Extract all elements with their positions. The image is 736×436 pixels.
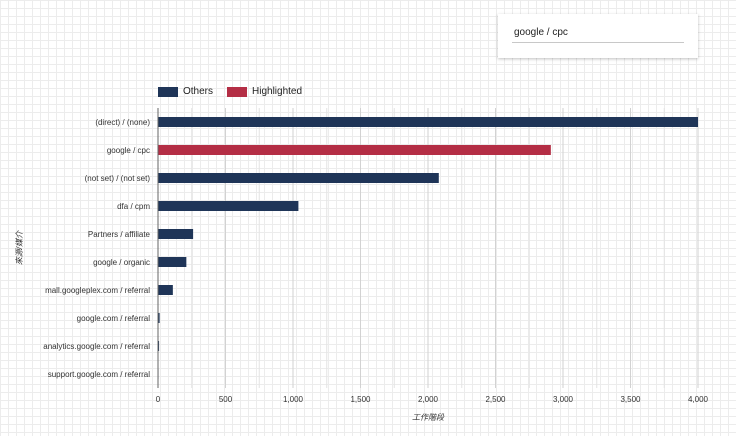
filter-value[interactable]: google / cpc	[514, 27, 568, 38]
bar-others	[158, 117, 698, 127]
category-label: Partners / affiliate	[88, 230, 151, 239]
y-axis-title: 來源/媒介	[15, 230, 24, 265]
category-label: analytics.google.com / referral	[43, 342, 150, 351]
category-label: (direct) / (none)	[95, 118, 150, 127]
x-tick-label: 3,500	[620, 395, 641, 404]
category-label: dfa / cpm	[117, 202, 150, 211]
x-tick-label: 500	[219, 395, 233, 404]
bar-others	[158, 341, 160, 351]
bar-others	[158, 257, 187, 267]
bar-others	[158, 229, 194, 239]
x-tick-label: 1,000	[283, 395, 304, 404]
legend-label-highlighted: Highlighted	[252, 86, 303, 97]
legend-item-others[interactable]: Others	[158, 86, 213, 97]
chart-legend: Others Highlighted	[158, 86, 316, 97]
bar-others	[158, 285, 173, 295]
x-tick-label: 0	[156, 395, 161, 404]
x-tick-label: 2,000	[418, 395, 439, 404]
bar-highlighted	[158, 145, 551, 155]
bar-others	[158, 173, 439, 183]
category-label: google / cpc	[107, 146, 150, 155]
x-tick-label: 4,000	[688, 395, 709, 404]
filter-control[interactable]: google / cpc	[498, 14, 698, 58]
category-label: support.google.com / referral	[48, 370, 150, 379]
category-label: mall.googleplex.com / referral	[45, 286, 150, 295]
category-label: (not set) / (not set)	[85, 174, 151, 183]
category-label: google.com / referral	[77, 314, 151, 323]
bar-others	[158, 313, 160, 323]
legend-item-highlighted[interactable]: Highlighted	[227, 86, 302, 97]
bar-others	[158, 201, 299, 211]
x-tick-label: 1,500	[350, 395, 371, 404]
x-axis-title: 工作階段	[412, 413, 445, 422]
filter-underline	[512, 42, 684, 43]
x-tick-label: 3,000	[553, 395, 574, 404]
x-tick-label: 2,500	[485, 395, 506, 404]
legend-label-others: Others	[183, 86, 214, 97]
legend-swatch-highlighted	[227, 86, 248, 97]
category-label: google / organic	[93, 258, 150, 267]
legend-swatch-others	[158, 86, 178, 97]
